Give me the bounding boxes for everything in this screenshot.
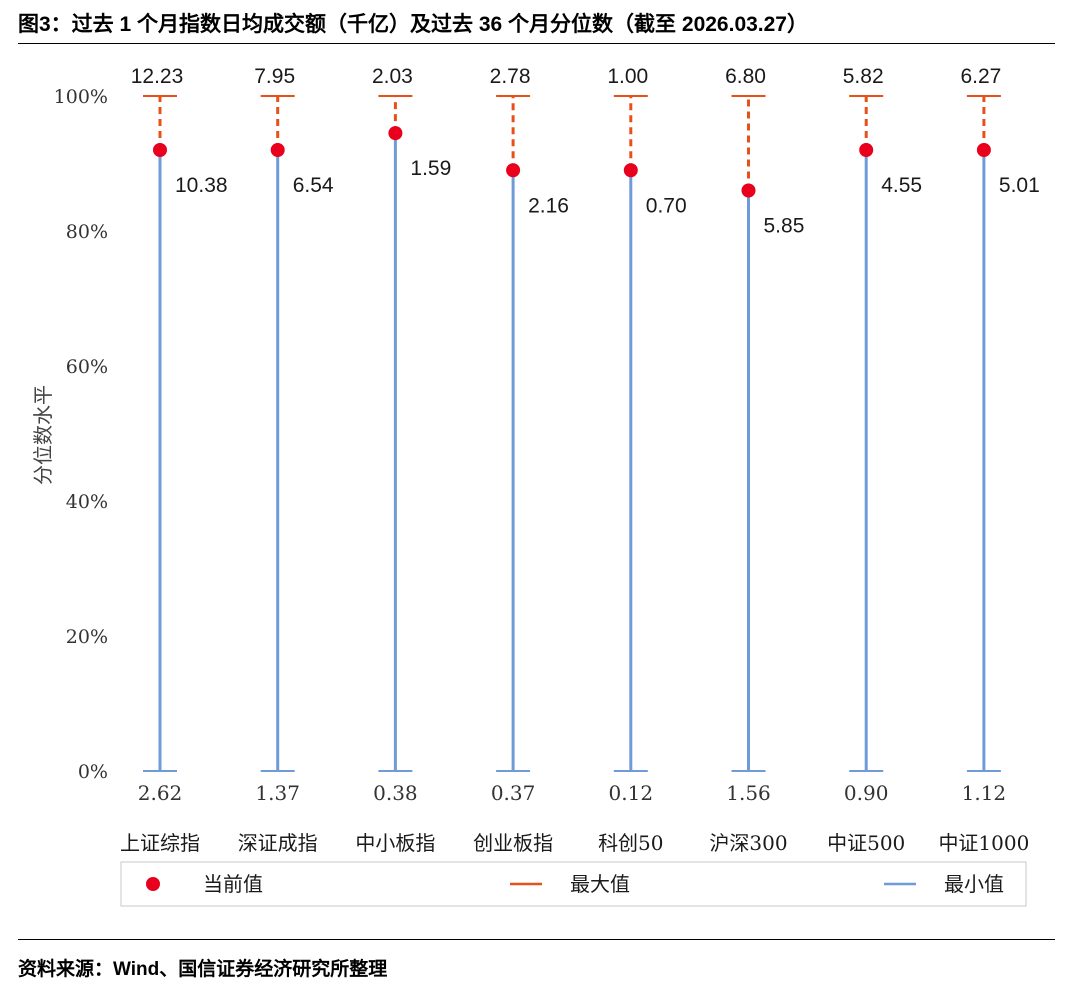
min-value-label: 1.56 — [726, 781, 771, 805]
current-value-label: 1.59 — [410, 157, 451, 180]
current-value-label: 6.54 — [293, 174, 334, 197]
max-value-label: 1.00 — [607, 65, 648, 88]
category-label: 中小板指 — [355, 831, 435, 855]
max-value-label: 5.82 — [843, 65, 884, 88]
max-value-label: 7.95 — [254, 65, 295, 88]
max-value-label: 12.23 — [131, 65, 184, 88]
category-label: 上证综指 — [120, 831, 200, 855]
category-label: 沪深300 — [709, 831, 787, 855]
legend-min-label: 最小值 — [944, 872, 1004, 896]
min-value-label: 0.37 — [491, 781, 536, 805]
category-label: 科创50 — [598, 831, 663, 855]
y-axis-label: 分位数水平 — [31, 385, 55, 485]
current-value-label: 5.85 — [764, 215, 805, 238]
y-tick-label: 40% — [66, 491, 108, 513]
min-value-label: 1.37 — [255, 781, 300, 805]
y-tick-label: 0% — [78, 761, 108, 783]
current-point — [388, 126, 403, 141]
chart-title: 图3：过去 1 个月指数日均成交额（千亿）及过去 36 个月分位数（截至 202… — [18, 13, 808, 36]
y-axis: 0% 20% 40% 60% 80% 100% — [54, 86, 108, 783]
y-tick-label: 100% — [54, 86, 108, 108]
current-point — [976, 143, 991, 157]
source-note: 资料来源：Wind、国信证券经济研究所整理 — [18, 959, 388, 980]
y-tick-label: 60% — [66, 356, 108, 378]
current-point — [506, 163, 521, 178]
current-point — [270, 143, 285, 157]
max-value-label: 2.78 — [490, 65, 531, 88]
current-value-label: 2.16 — [528, 194, 569, 217]
legend-current-label: 当前值 — [203, 872, 263, 896]
min-value-label: 0.12 — [609, 781, 654, 805]
y-tick-label: 80% — [66, 221, 108, 243]
title-rule — [18, 43, 1055, 44]
legend: 当前值 最大值 最小值 — [120, 861, 1027, 907]
category-label: 创业板指 — [473, 831, 553, 855]
legend-box — [120, 861, 1027, 907]
max-value-label: 2.03 — [372, 65, 413, 88]
legend-max-label: 最大值 — [570, 872, 630, 896]
current-value-label: 5.01 — [999, 174, 1040, 197]
category-label: 中证1000 — [938, 831, 1029, 855]
current-point — [741, 183, 756, 198]
current-value-label: 10.38 — [175, 174, 228, 197]
footer-rule — [18, 939, 1055, 940]
category-label: 中证500 — [827, 831, 905, 855]
current-point — [153, 143, 167, 157]
min-value-label: 0.90 — [844, 781, 889, 805]
legend-current-marker — [146, 877, 160, 891]
min-value-label: 2.62 — [138, 781, 183, 805]
current-value-label: 4.55 — [881, 174, 922, 197]
category-label: 深证成指 — [238, 831, 318, 855]
min-value-label: 1.12 — [962, 781, 1007, 805]
max-value-label: 6.80 — [725, 65, 766, 88]
y-tick-label: 20% — [66, 626, 108, 648]
min-value-label: 0.38 — [373, 781, 418, 805]
max-value-label: 6.27 — [960, 65, 1001, 88]
current-point — [859, 143, 874, 157]
current-point — [623, 163, 638, 178]
plot-area: 12.23 10.38 2.62 上证综指 7.95 6.54 1.37 深证成指 2.03 1.… — [120, 65, 1040, 855]
current-value-label: 0.70 — [646, 194, 687, 217]
